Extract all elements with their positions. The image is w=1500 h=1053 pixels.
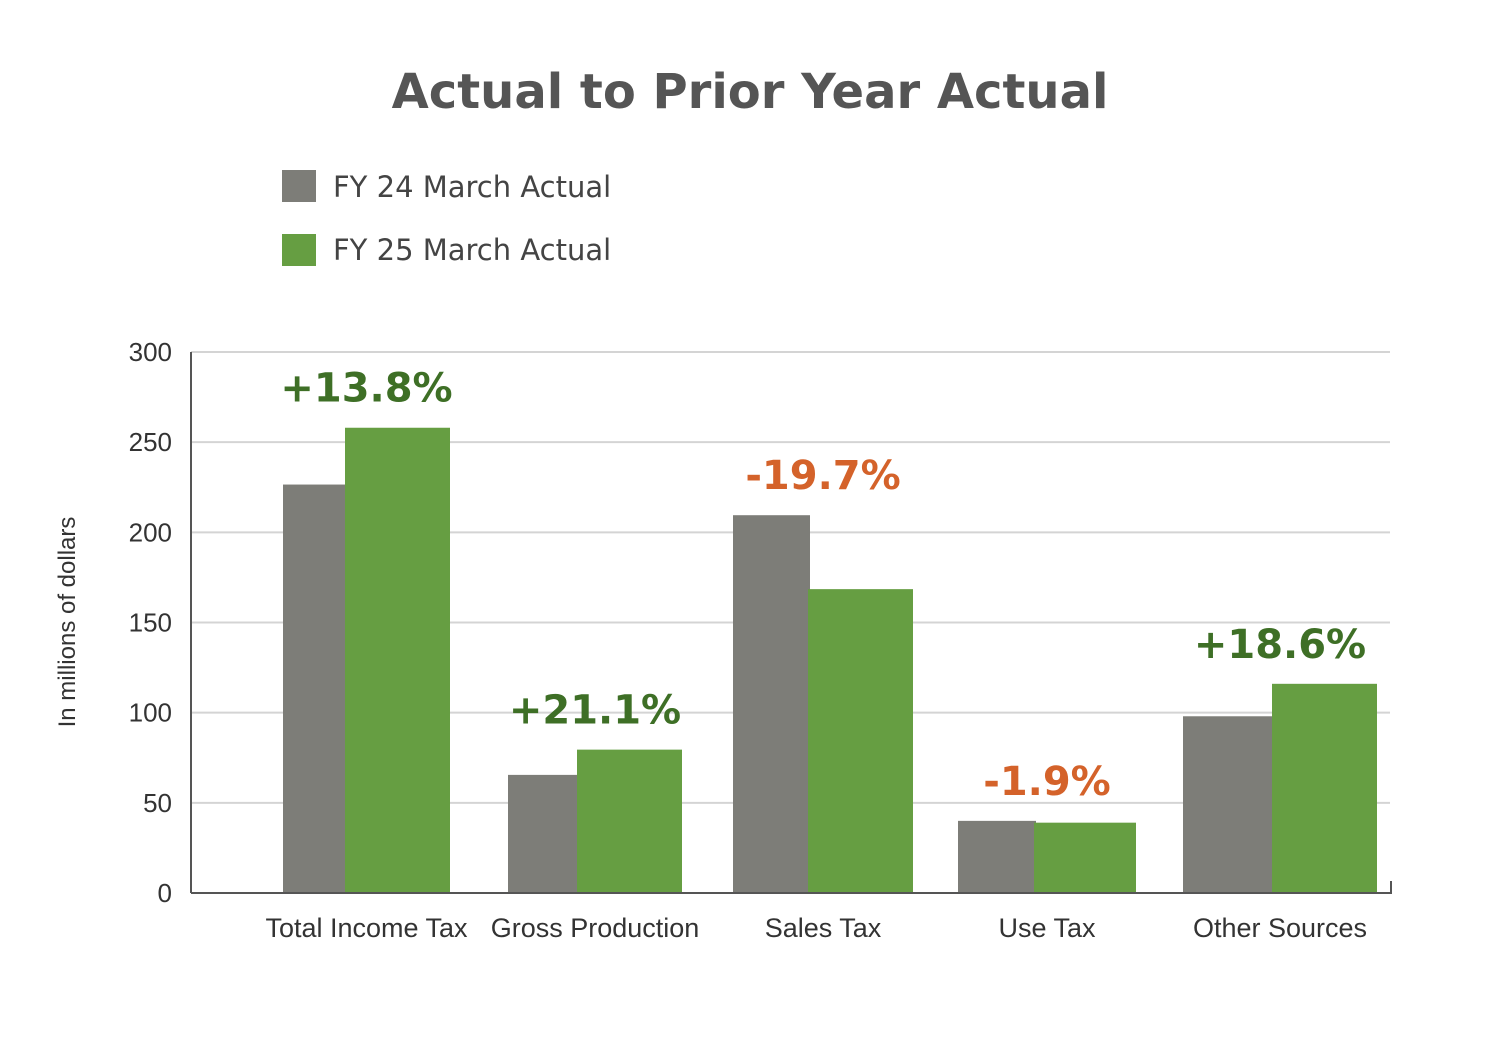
bar-fy25-use-tax bbox=[1034, 822, 1136, 893]
x-tick-labels: Total Income Tax Gross Production Sales Ta… bbox=[265, 913, 1367, 943]
bar-fy24-other-sources bbox=[1183, 716, 1274, 893]
axes bbox=[190, 352, 1392, 894]
bar-fy24-sales-tax bbox=[733, 515, 810, 893]
y-tick-labels: 0 50 100 150 200 250 300 bbox=[129, 337, 172, 908]
y-tick-label-250: 250 bbox=[129, 427, 172, 457]
percent-change-use-tax: -1.9% bbox=[983, 759, 1111, 805]
percent-change-labels: +13.8% +21.1% -19.7% -1.9% +18.6% bbox=[280, 366, 1366, 805]
bar-fy25-gross-production bbox=[577, 749, 682, 893]
x-tick-label-gross-production: Gross Production bbox=[491, 913, 700, 943]
y-tick-label-300: 300 bbox=[129, 337, 172, 367]
bar-fy25-other-sources bbox=[1272, 683, 1377, 893]
bars bbox=[283, 427, 1377, 893]
percent-change-total-income-tax: +13.8% bbox=[280, 366, 452, 412]
bar-fy25-sales-tax bbox=[808, 589, 913, 893]
percent-change-sales-tax: -19.7% bbox=[745, 453, 900, 499]
bar-fy25-total-income-tax bbox=[345, 427, 450, 893]
x-tick-label-total-income-tax: Total Income Tax bbox=[265, 913, 468, 943]
legend-label-fy25: FY 25 March Actual bbox=[333, 233, 611, 267]
bar-fy24-total-income-tax bbox=[283, 484, 347, 893]
legend: FY 24 March Actual FY 25 March Actual bbox=[282, 170, 611, 267]
x-tick-label-use-tax: Use Tax bbox=[998, 913, 1096, 943]
percent-change-gross-production: +21.1% bbox=[509, 688, 681, 734]
y-axis-label: In millions of dollars bbox=[54, 517, 81, 728]
y-tick-label-50: 50 bbox=[143, 788, 172, 818]
legend-label-fy24: FY 24 March Actual bbox=[333, 170, 611, 204]
y-tick-label-100: 100 bbox=[129, 698, 172, 728]
legend-swatch-fy25 bbox=[282, 234, 316, 266]
y-tick-label-200: 200 bbox=[129, 517, 172, 547]
y-tick-label-150: 150 bbox=[129, 608, 172, 638]
bar-fy24-gross-production bbox=[508, 774, 579, 893]
legend-swatch-fy24 bbox=[282, 170, 316, 202]
x-tick-label-sales-tax: Sales Tax bbox=[765, 913, 882, 943]
x-tick-label-other-sources: Other Sources bbox=[1193, 913, 1367, 943]
percent-change-other-sources: +18.6% bbox=[1194, 622, 1366, 668]
y-tick-label-0: 0 bbox=[158, 878, 172, 908]
bar-fy24-use-tax bbox=[958, 820, 1036, 893]
chart-title: Actual to Prior Year Actual bbox=[392, 64, 1109, 120]
